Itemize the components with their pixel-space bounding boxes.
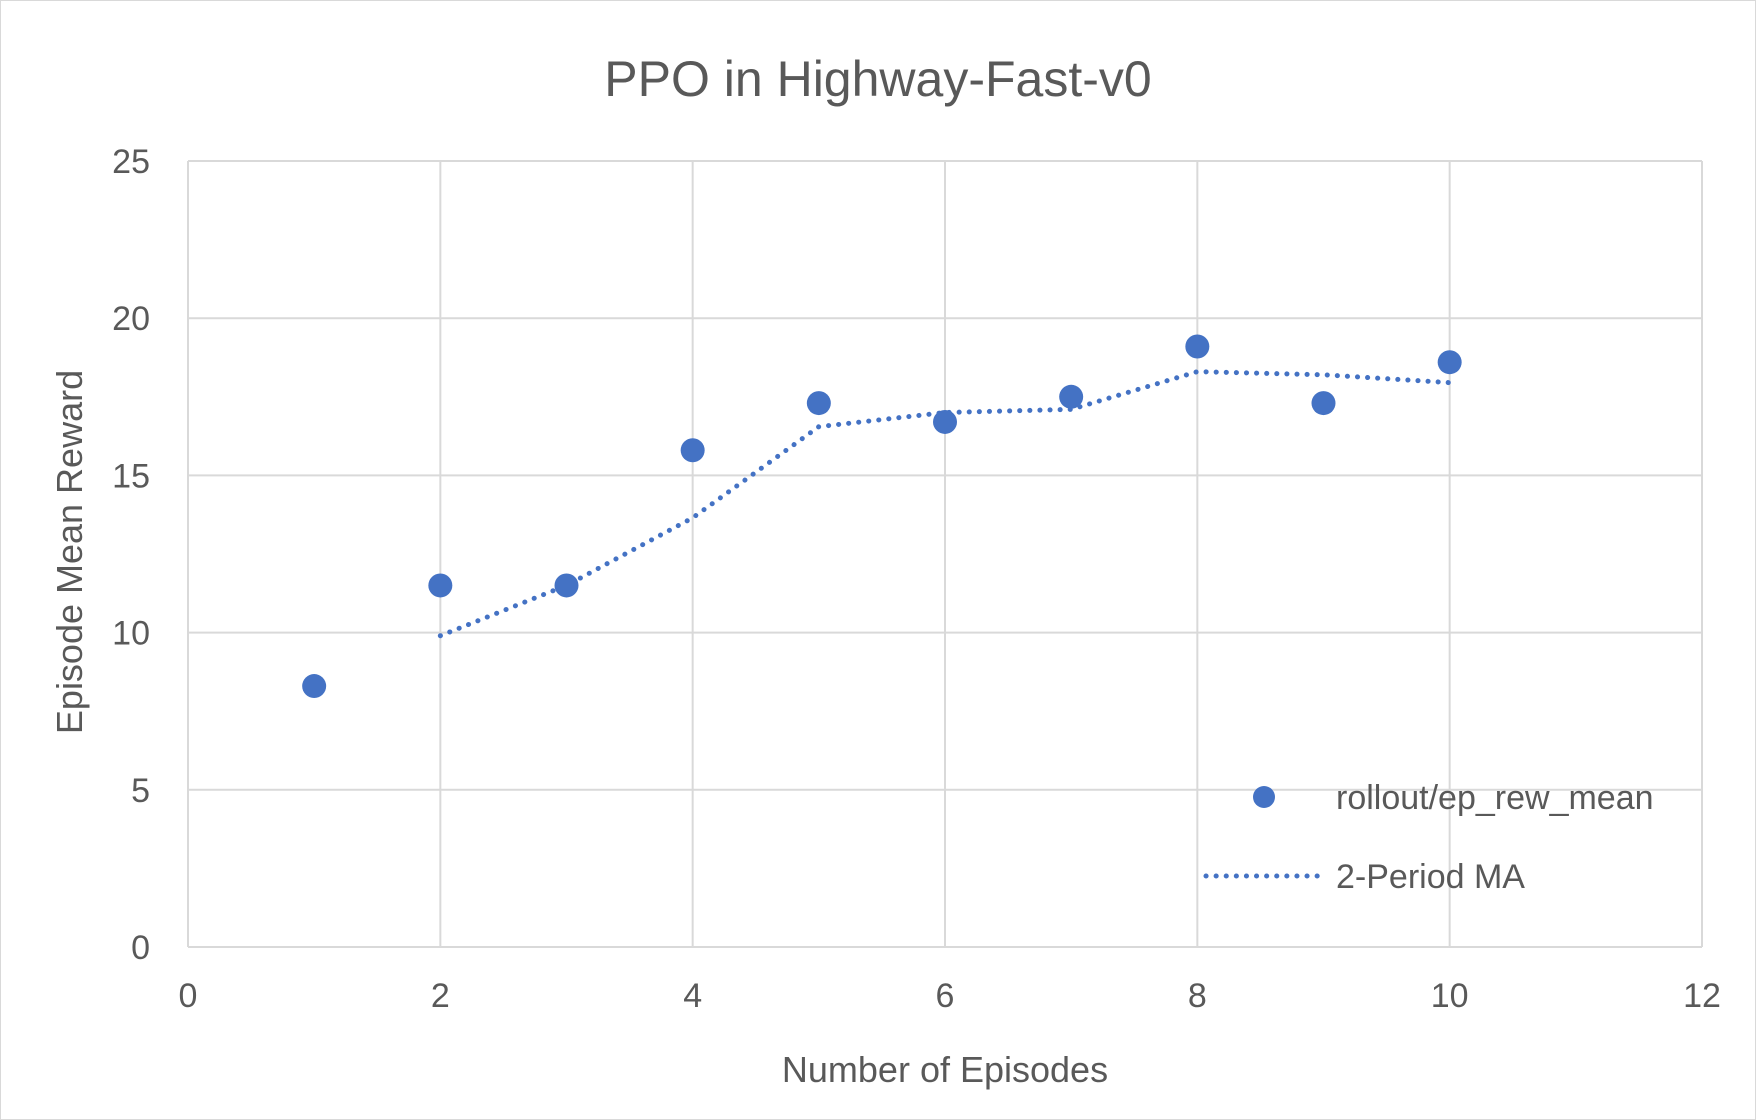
y-axis-label: Episode Mean Reward	[49, 370, 90, 734]
y-tick-label: 0	[131, 929, 150, 967]
y-tick-label: 15	[112, 457, 150, 495]
y-tick-label: 10	[112, 615, 150, 653]
plot-series	[302, 334, 1462, 699]
data-point	[302, 674, 327, 699]
x-tick-label: 10	[1431, 977, 1469, 1015]
legend-marker-rollout	[1253, 786, 1275, 808]
data-point	[933, 409, 957, 434]
x-tick-label: 6	[936, 977, 955, 1015]
ma-line	[437, 369, 1453, 639]
x-tick-label: 8	[1188, 977, 1207, 1015]
y-tick-label: 5	[131, 772, 150, 810]
x-tick-label: 4	[683, 977, 702, 1015]
legend: rollout/ep_rew_mean 2-Period MA	[1203, 779, 1654, 896]
data-point	[806, 391, 831, 416]
data-point	[1185, 334, 1210, 359]
data-point	[428, 573, 453, 598]
x-axis-label: Number of Episodes	[782, 1049, 1108, 1090]
legend-label-rollout: rollout/ep_rew_mean	[1336, 779, 1654, 817]
data-point	[1437, 350, 1462, 375]
x-tick-label: 2	[431, 977, 450, 1015]
data-point	[1059, 384, 1084, 409]
gridlines	[187, 160, 1703, 948]
y-tick-label: 20	[112, 300, 150, 338]
data-point	[554, 573, 579, 598]
axis-ticks: 0 2 4 6 8 10 12 0 5 10 15 20 25	[112, 143, 1721, 1015]
x-tick-label: 0	[179, 977, 198, 1015]
x-tick-label: 12	[1683, 977, 1721, 1015]
data-point	[680, 438, 705, 463]
y-tick-label: 25	[112, 143, 150, 181]
chart-title: PPO in Highway-Fast-v0	[604, 51, 1151, 107]
data-point	[1311, 391, 1336, 416]
legend-label-ma: 2-Period MA	[1336, 858, 1525, 896]
